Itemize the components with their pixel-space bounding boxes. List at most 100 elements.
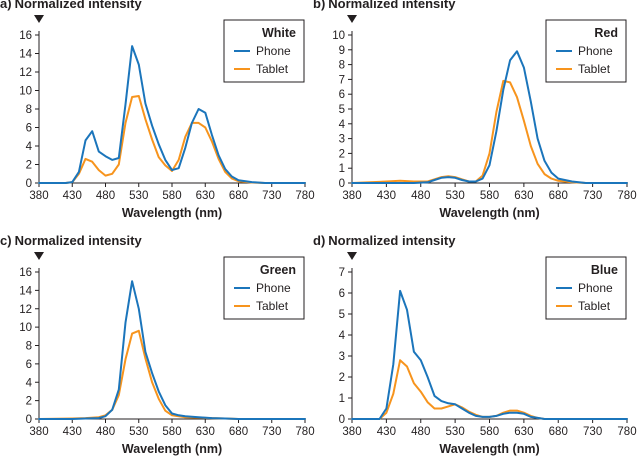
series-line-phone [38,280,306,420]
x-axis-label: Wavelength (nm) [122,206,222,220]
chart-panel-3: c) Normalized intensity 0 2 4 6 8 10 12 14 16 380 43… [0,233,315,456]
legend-label-phone: Phone [256,281,291,295]
y-tick-label: 16 [19,267,32,279]
legend-label-phone: Phone [578,44,613,58]
y-tick-label: 6 [26,123,32,135]
y-tick-label: 4 [26,377,33,389]
x-tick-label: 630 [514,426,533,438]
series-line-phone [351,289,628,420]
series-line-tablet [351,79,628,184]
x-tick-label: 780 [617,190,636,202]
x-tick-label: 730 [262,190,281,202]
x-tick-label: 580 [162,426,181,438]
title-text: Normalized intensity [328,0,456,11]
x-tick-label: 530 [446,426,465,438]
x-tick-label: 780 [295,426,314,438]
y-tick-label: 14 [19,49,32,61]
y-tick-label: 3 [339,351,345,363]
y-tick-label: 10 [19,322,32,334]
y-tick-label: 4 [339,330,346,342]
x-tick-label: 480 [96,426,115,438]
y-tick-label: 2 [339,372,345,384]
y-tick-label: 12 [19,304,32,316]
x-axis-label: Wavelength (nm) [439,442,539,456]
y-tick-label: 16 [19,30,32,42]
y-tick-label: 2 [339,148,345,160]
x-tick-label: 580 [162,190,181,202]
x-tick-label: 580 [480,426,499,438]
chart-title: d) Normalized intensity [313,233,456,248]
x-tick-label: 630 [196,190,215,202]
y-axis-arrow-icon [347,15,357,23]
y-tick-label: 9 [339,45,345,57]
series-line-phone [38,45,306,184]
x-tick-label: 480 [96,190,115,202]
x-tick-label: 730 [583,190,602,202]
x-tick-label: 680 [229,190,248,202]
y-tick-label: 0 [339,414,345,426]
series-line-tablet [38,95,306,184]
y-tick-label: 6 [339,288,345,300]
panel-label: d) [313,233,325,248]
y-tick-label: 8 [26,104,32,116]
x-tick-label: 480 [411,190,430,202]
x-tick-label: 380 [29,190,48,202]
y-tick-label: 5 [339,309,345,321]
x-tick-label: 630 [196,426,215,438]
title-text: Normalized intensity [15,233,143,248]
x-tick-label: 430 [63,190,82,202]
panel-label: c) [0,233,12,248]
y-tick-label: 6 [339,89,345,101]
y-tick-label: 0 [26,414,32,426]
panel-label: a) [0,0,12,11]
panel-label: b) [313,0,325,11]
y-tick-label: 4 [26,141,33,153]
x-tick-label: 430 [377,190,396,202]
x-tick-label: 680 [549,426,568,438]
x-tick-label: 680 [229,426,248,438]
x-tick-label: 430 [377,426,396,438]
y-axis-arrow-icon [34,15,44,23]
y-tick-label: 2 [26,160,32,172]
x-tick-label: 380 [342,426,361,438]
legend-label-tablet: Tablet [256,299,289,313]
y-tick-label: 10 [332,30,345,42]
y-tick-label: 10 [19,86,32,98]
y-tick-label: 7 [339,267,345,279]
x-tick-label: 430 [63,426,82,438]
y-tick-label: 4 [339,119,346,131]
y-axis-arrow-icon [347,252,357,260]
y-tick-label: 0 [339,178,345,190]
legend-label-phone: Phone [578,281,613,295]
y-tick-label: 8 [26,341,32,353]
y-axis-arrow-icon [34,252,44,260]
chart-title: c) Normalized intensity [0,233,142,248]
x-tick-label: 630 [514,190,533,202]
y-tick-label: 1 [339,163,345,175]
y-tick-label: 3 [339,134,345,146]
x-tick-label: 530 [129,426,148,438]
y-tick-label: 0 [26,178,32,190]
legend-label-tablet: Tablet [256,62,289,76]
x-tick-label: 730 [583,426,602,438]
x-tick-label: 780 [617,426,636,438]
x-tick-label: 580 [480,190,499,202]
x-tick-label: 480 [411,426,430,438]
y-tick-label: 12 [19,67,32,79]
chart-title: b) Normalized intensity [313,0,456,11]
legend-title: Red [594,26,618,40]
legend-title: Blue [591,263,618,277]
legend-title: White [262,26,296,40]
legend-label-tablet: Tablet [578,62,611,76]
series-line-tablet [38,329,306,420]
title-text: Normalized intensity [15,0,143,11]
y-tick-label: 5 [339,104,345,116]
legend-label-tablet: Tablet [578,299,611,313]
legend-label-phone: Phone [256,44,291,58]
x-tick-label: 530 [129,190,148,202]
y-tick-label: 8 [339,60,345,72]
y-tick-label: 1 [339,393,345,405]
series-line-phone [351,50,628,184]
chart-title: a) Normalized intensity [0,0,142,11]
